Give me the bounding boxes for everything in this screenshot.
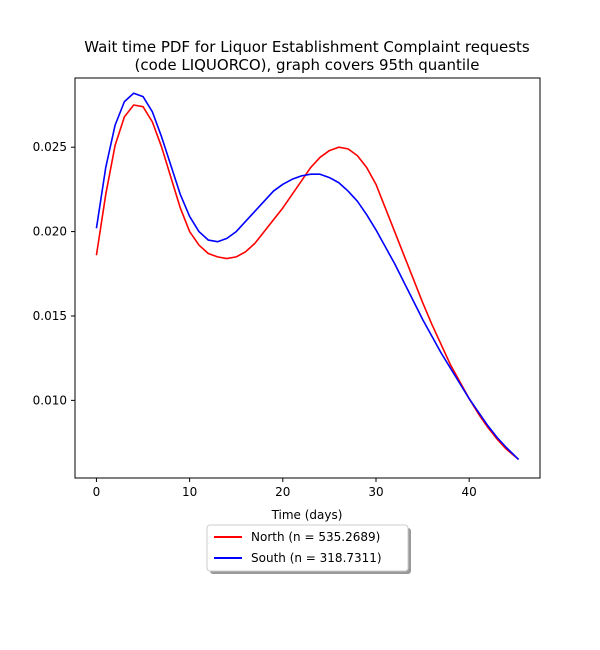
series-line-north <box>95 104 520 461</box>
y-tick-label: 0.015 <box>33 309 67 323</box>
series-line-south <box>95 92 520 461</box>
y-tick-label: 0.010 <box>33 393 67 407</box>
x-tick-label: 30 <box>368 485 383 499</box>
legend-label-south: South (n = 318.7311) <box>251 551 382 565</box>
x-axis: 0 10 20 30 40 <box>93 478 477 499</box>
series-layer <box>95 92 520 461</box>
legend-box <box>206 524 409 572</box>
legend-label-north: North (n = 535.2689) <box>251 530 380 544</box>
x-tick-label: 10 <box>182 485 197 499</box>
y-tick-label: 0.025 <box>33 140 67 154</box>
x-axis-label: Time (days) <box>271 508 343 522</box>
legend: North (n = 535.2689) South (n = 318.7311… <box>206 524 411 574</box>
x-tick-label: 40 <box>462 485 477 499</box>
chart-title: Wait time PDF for Liquor Establishment C… <box>84 38 530 74</box>
x-tick-label: 20 <box>275 485 290 499</box>
y-tick-label: 0.020 <box>33 225 67 239</box>
plot-area <box>74 77 541 479</box>
chart-title-line-1: Wait time PDF for Liquor Establishment C… <box>84 38 530 56</box>
x-tick-label: 0 <box>93 485 101 499</box>
chart-title-line-2: (code LIQUORCO), graph covers 95th quant… <box>135 56 480 74</box>
y-axis: 0.010 0.015 0.020 0.025 <box>33 140 75 407</box>
